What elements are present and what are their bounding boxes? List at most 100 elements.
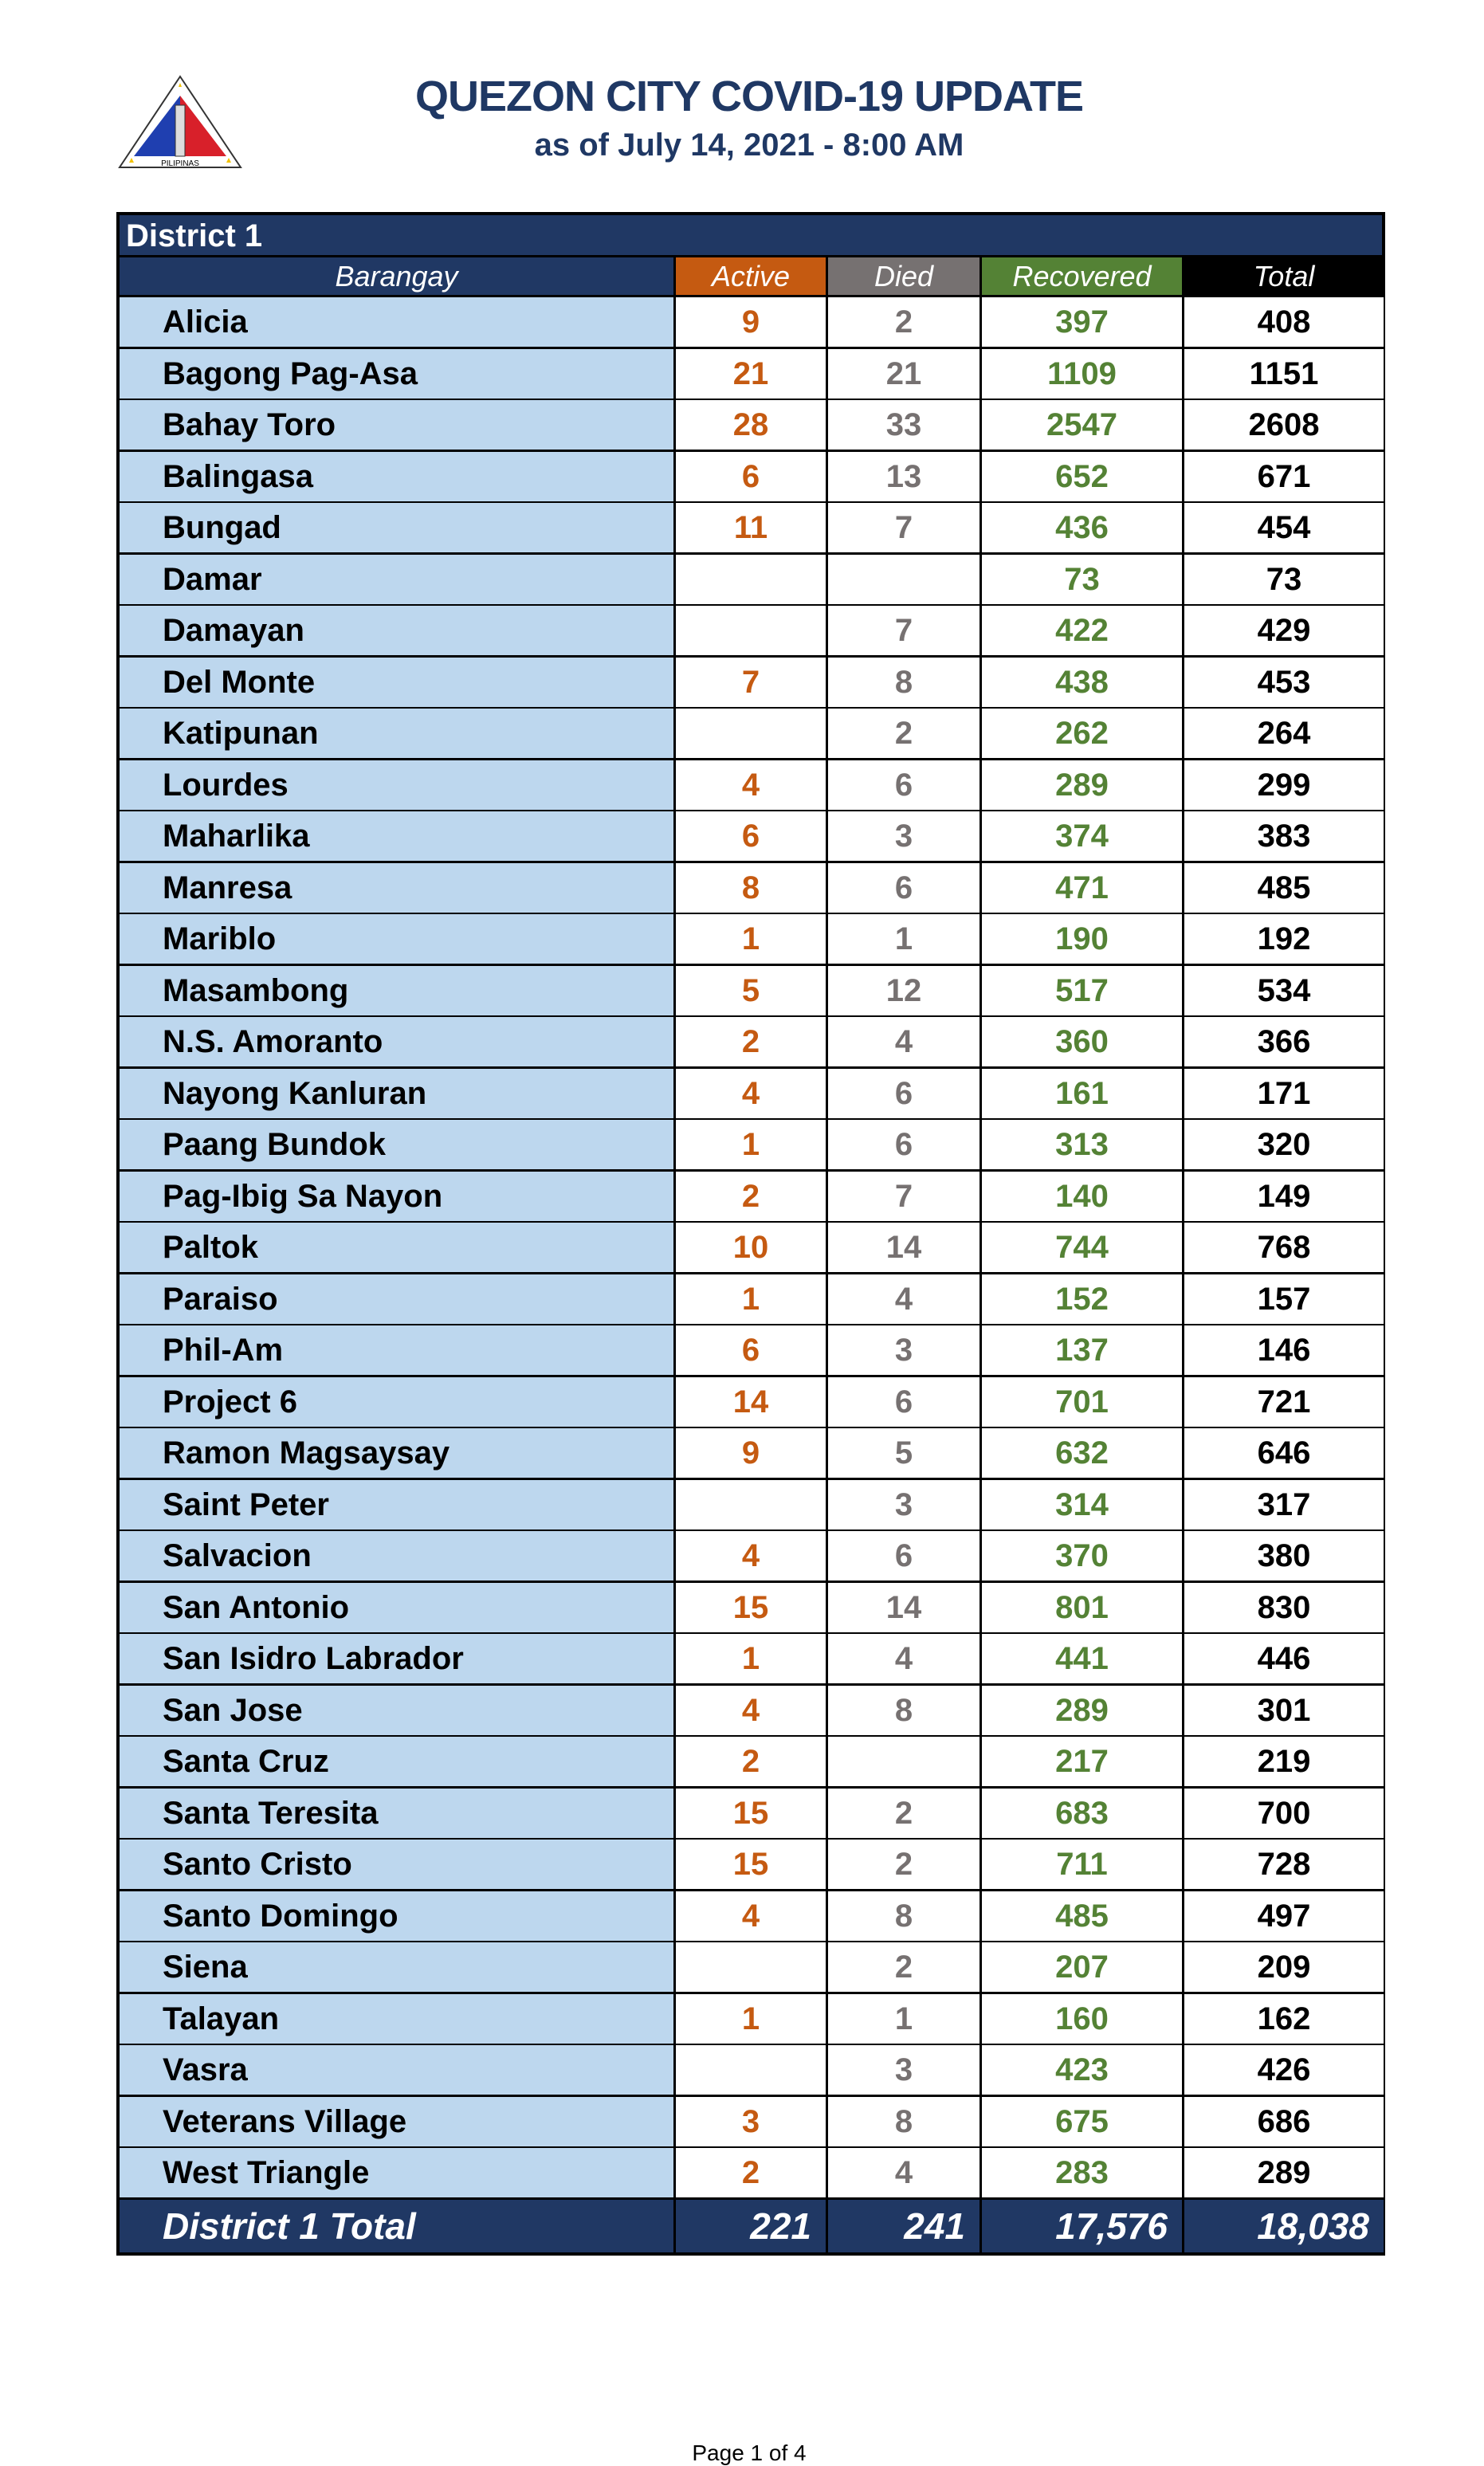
active-cell: 4: [676, 1531, 826, 1581]
died-cell: [828, 1737, 980, 1786]
died-cell: 2: [828, 1942, 980, 1992]
died-cell: 2: [828, 297, 980, 347]
died-cell: 6: [828, 1068, 980, 1118]
recovered-cell: 370: [982, 1531, 1182, 1581]
table-row: Alicia 9 2 397 408: [120, 297, 1384, 347]
active-cell: 15: [676, 1788, 826, 1838]
barangay-cell: Masambong: [120, 965, 673, 1015]
total-cell: 454: [1184, 503, 1384, 552]
active-cell: 15: [676, 1582, 826, 1632]
active-cell: [676, 1942, 826, 1992]
total-cell: 209: [1184, 1942, 1384, 1992]
table-row: Damayan 7 422 429: [120, 606, 1384, 655]
died-cell: 3: [828, 1479, 980, 1529]
barangay-cell: Project 6: [120, 1376, 673, 1427]
total-cell: 446: [1184, 1634, 1384, 1683]
active-cell: 4: [676, 1891, 826, 1941]
table-row: Project 6 14 6 701 721: [120, 1376, 1384, 1427]
died-cell: 6: [828, 862, 980, 913]
recovered-cell: 1109: [982, 348, 1182, 399]
total-cell: 162: [1184, 1993, 1384, 2044]
table-row: San Jose 4 8 289 301: [120, 1685, 1384, 1735]
barangay-cell: Saint Peter: [120, 1479, 673, 1529]
table-body: Alicia 9 2 397 408 Bagong Pag-Asa 21 21 1109 1151…: [120, 297, 1384, 2197]
total-cell: 157: [1184, 1274, 1384, 1324]
recovered-cell: 397: [982, 297, 1182, 347]
recovered-cell: 374: [982, 811, 1182, 861]
died-cell: 8: [828, 2096, 980, 2146]
died-cell: 3: [828, 811, 980, 861]
total-cell: 721: [1184, 1376, 1384, 1427]
barangay-cell: Balingasa: [120, 451, 673, 501]
barangay-cell: N.S. Amoranto: [120, 1017, 673, 1066]
total-label: District 1 Total: [120, 2199, 673, 2252]
active-cell: 8: [676, 862, 826, 913]
total-active: 221: [676, 2199, 826, 2252]
recovered-cell: 140: [982, 1171, 1182, 1221]
table-row: Santa Cruz 2 217 219: [120, 1737, 1384, 1786]
total-cell: 728: [1184, 1840, 1384, 1889]
recovered-cell: 2547: [982, 400, 1182, 450]
table-row: Veterans Village 3 8 675 686: [120, 2096, 1384, 2146]
died-cell: 33: [828, 400, 980, 450]
barangay-cell: Bungad: [120, 503, 673, 552]
barangay-cell: Pag-Ibig Sa Nayon: [120, 1171, 673, 1221]
barangay-cell: Salvacion: [120, 1531, 673, 1581]
table-row: Paraiso 1 4 152 157: [120, 1274, 1384, 1324]
page-subtitle: as of July 14, 2021 - 8:00 AM: [534, 128, 964, 163]
table-row: Vasra 3 423 426: [120, 2045, 1384, 2095]
barangay-cell: Damar: [120, 554, 673, 604]
barangay-cell: West Triangle: [120, 2148, 673, 2197]
died-cell: 5: [828, 1428, 980, 1478]
barangay-cell: Bagong Pag-Asa: [120, 348, 673, 399]
table-row: Phil-Am 6 3 137 146: [120, 1325, 1384, 1375]
total-cell: 453: [1184, 657, 1384, 707]
recovered-cell: 137: [982, 1325, 1182, 1375]
barangay-cell: Santo Cristo: [120, 1840, 673, 1889]
barangay-cell: Mariblo: [120, 914, 673, 964]
active-cell: [676, 606, 826, 655]
total-cell: 768: [1184, 1223, 1384, 1272]
died-cell: 4: [828, 1274, 980, 1324]
total-cell: 289: [1184, 2148, 1384, 2197]
barangay-cell: Paltok: [120, 1223, 673, 1272]
recovered-cell: 632: [982, 1428, 1182, 1478]
barangay-cell: Paang Bundok: [120, 1120, 673, 1169]
died-cell: 2: [828, 1840, 980, 1889]
total-cell: 380: [1184, 1531, 1384, 1581]
barangay-cell: Veterans Village: [120, 2096, 673, 2146]
recovered-cell: 152: [982, 1274, 1182, 1324]
barangay-cell: Phil-Am: [120, 1325, 673, 1375]
column-header-barangay: Barangay: [120, 257, 673, 295]
died-cell: 6: [828, 1120, 980, 1169]
page-number: Page 1 of 4: [692, 2440, 807, 2465]
barangay-cell: Santa Teresita: [120, 1788, 673, 1838]
total-cell: 192: [1184, 914, 1384, 964]
total-cell: 219: [1184, 1737, 1384, 1786]
recovered-cell: 160: [982, 1993, 1182, 2044]
active-cell: 1: [676, 1634, 826, 1683]
recovered-cell: 436: [982, 503, 1182, 552]
quezon-city-seal-logo: PILIPINAS: [115, 73, 245, 172]
column-header-row: Barangay Active Died Recovered Total: [120, 257, 1384, 295]
barangay-cell: Santo Domingo: [120, 1891, 673, 1941]
total-cell: 366: [1184, 1017, 1384, 1066]
table-row: Lourdes 4 6 289 299: [120, 760, 1384, 810]
total-cell: 646: [1184, 1428, 1384, 1478]
total-cell: 264: [1184, 709, 1384, 758]
active-cell: [676, 2045, 826, 2095]
total-cell: 301: [1184, 1685, 1384, 1735]
barangay-cell: Maharlika: [120, 811, 673, 861]
table-row: N.S. Amoranto 2 4 360 366: [120, 1017, 1384, 1066]
recovered-cell: 360: [982, 1017, 1182, 1066]
died-cell: 21: [828, 348, 980, 399]
total-cell: 485: [1184, 862, 1384, 913]
total-cell: 830: [1184, 1582, 1384, 1632]
barangay-cell: Bahay Toro: [120, 400, 673, 450]
recovered-cell: 313: [982, 1120, 1182, 1169]
table-row: San Antonio 15 14 801 830: [120, 1582, 1384, 1632]
total-cell: 73: [1184, 554, 1384, 604]
total-cell: 671: [1184, 451, 1384, 501]
total-cell: 534: [1184, 965, 1384, 1015]
barangay-cell: Talayan: [120, 1993, 673, 2044]
